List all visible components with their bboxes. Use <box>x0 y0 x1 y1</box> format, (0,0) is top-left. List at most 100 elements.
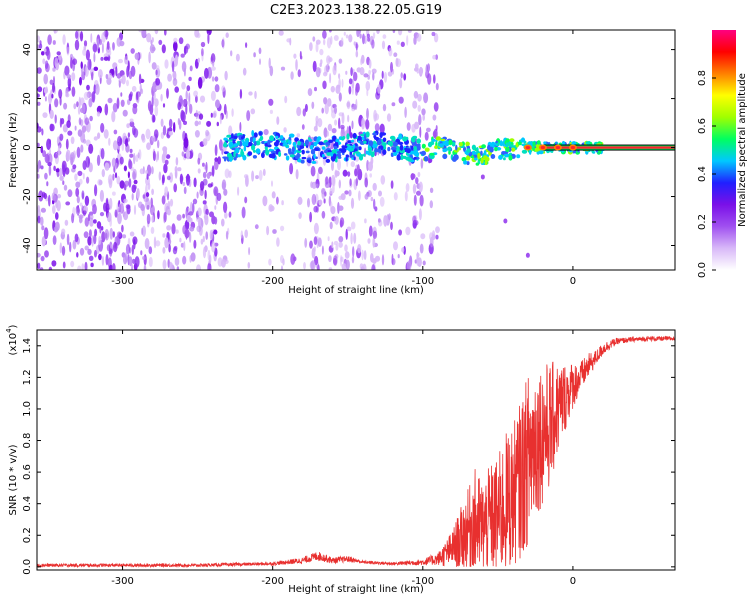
signal-blob <box>440 138 446 142</box>
noise-blob <box>313 236 318 246</box>
noise-blob <box>105 74 109 79</box>
noise-blob <box>347 114 350 123</box>
noise-blob <box>433 32 439 43</box>
noise-blob <box>379 123 385 134</box>
noise-blob <box>90 262 94 268</box>
noise-blob <box>435 82 439 91</box>
noise-blob <box>351 256 355 264</box>
snr-xlabel: Height of straight line (km) <box>288 584 424 595</box>
noise-blob <box>319 48 324 56</box>
noise-blob <box>161 174 165 184</box>
signal-blob <box>402 136 408 142</box>
noise-blob <box>91 71 94 81</box>
noise-blob <box>349 178 352 186</box>
noise-blob <box>150 226 155 234</box>
noise-blob <box>209 229 213 241</box>
snr-ytick-label: 0.2 <box>22 527 33 543</box>
noise-blob <box>314 86 317 92</box>
noise-blob <box>62 180 65 185</box>
signal-blob <box>483 150 487 157</box>
noise-blob <box>164 186 169 196</box>
signal-blob <box>391 135 396 142</box>
noise-blob <box>331 241 334 249</box>
noise-blob <box>43 227 49 240</box>
noise-blob <box>109 217 112 227</box>
signal-blob <box>434 145 439 149</box>
noise-blob <box>322 30 327 39</box>
noise-blob <box>293 53 297 59</box>
noise-blob <box>193 177 197 188</box>
noise-blob <box>40 145 44 154</box>
noise-blob <box>388 47 393 57</box>
noise-blob <box>151 37 154 43</box>
noise-blob <box>258 47 262 55</box>
noise-blob <box>78 96 82 109</box>
noise-blob <box>432 130 437 138</box>
noise-blob <box>338 236 344 243</box>
noise-blob <box>167 209 171 216</box>
noise-blob <box>51 260 57 267</box>
noise-blob <box>112 42 115 51</box>
noise-blob <box>207 262 212 270</box>
noise-blob <box>188 95 191 108</box>
noise-blob <box>113 241 118 253</box>
signal-blob <box>271 152 276 159</box>
noise-blob <box>172 72 176 78</box>
spectrogram-xtick-label: -100 <box>411 276 434 287</box>
noise-blob <box>128 160 133 170</box>
noise-blob <box>214 76 219 82</box>
noise-blob <box>163 163 168 174</box>
noise-blob <box>193 90 199 97</box>
signal-blob <box>520 137 526 143</box>
signal-blob <box>251 144 256 151</box>
signal-blob <box>324 149 328 154</box>
noise-blob <box>311 101 315 110</box>
noise-blob <box>64 219 69 226</box>
noise-blob <box>214 158 219 171</box>
noise-blob <box>269 109 273 114</box>
noise-blob <box>128 70 133 80</box>
signal-blob <box>301 156 307 160</box>
signal-blob <box>484 160 488 166</box>
noise-blob <box>153 236 157 249</box>
noise-blob <box>172 78 178 86</box>
noise-blob <box>80 131 86 143</box>
noise-blob <box>281 200 284 206</box>
noise-blob <box>350 197 355 209</box>
signal-blob <box>294 137 299 142</box>
noise-blob <box>334 106 337 115</box>
signal-blob <box>442 153 448 160</box>
noise-blob <box>79 31 84 42</box>
signal-blob <box>372 132 377 136</box>
noise-blob <box>83 231 89 239</box>
signal-blob <box>511 147 516 152</box>
noise-blob <box>37 101 41 106</box>
noise-blob <box>355 50 359 58</box>
signal-blob <box>273 141 279 147</box>
noise-blob <box>435 54 438 60</box>
noise-blob <box>391 253 394 265</box>
noise-blob <box>323 38 326 46</box>
signal-blob <box>313 153 316 160</box>
signal-blob <box>341 147 347 153</box>
noise-blob <box>171 60 175 73</box>
noise-blob <box>143 264 147 270</box>
noise-blob <box>205 231 208 240</box>
noise-blob <box>131 193 134 201</box>
noise-blob <box>52 82 55 93</box>
signal-blob <box>357 135 362 141</box>
noise-blob <box>38 190 44 202</box>
noise-blob <box>202 162 205 167</box>
noise-blob <box>307 88 313 97</box>
noise-blob <box>359 67 365 76</box>
noise-blob <box>223 201 228 213</box>
noise-blob <box>152 114 156 123</box>
noise-blob <box>52 205 56 214</box>
noise-blob <box>418 181 423 193</box>
noise-blob <box>262 168 266 176</box>
noise-blob <box>205 129 210 137</box>
snr-xtick-label: 0 <box>570 576 576 587</box>
signal-blob <box>331 149 337 154</box>
signal-blob <box>321 146 326 150</box>
signal-blob <box>480 157 484 164</box>
